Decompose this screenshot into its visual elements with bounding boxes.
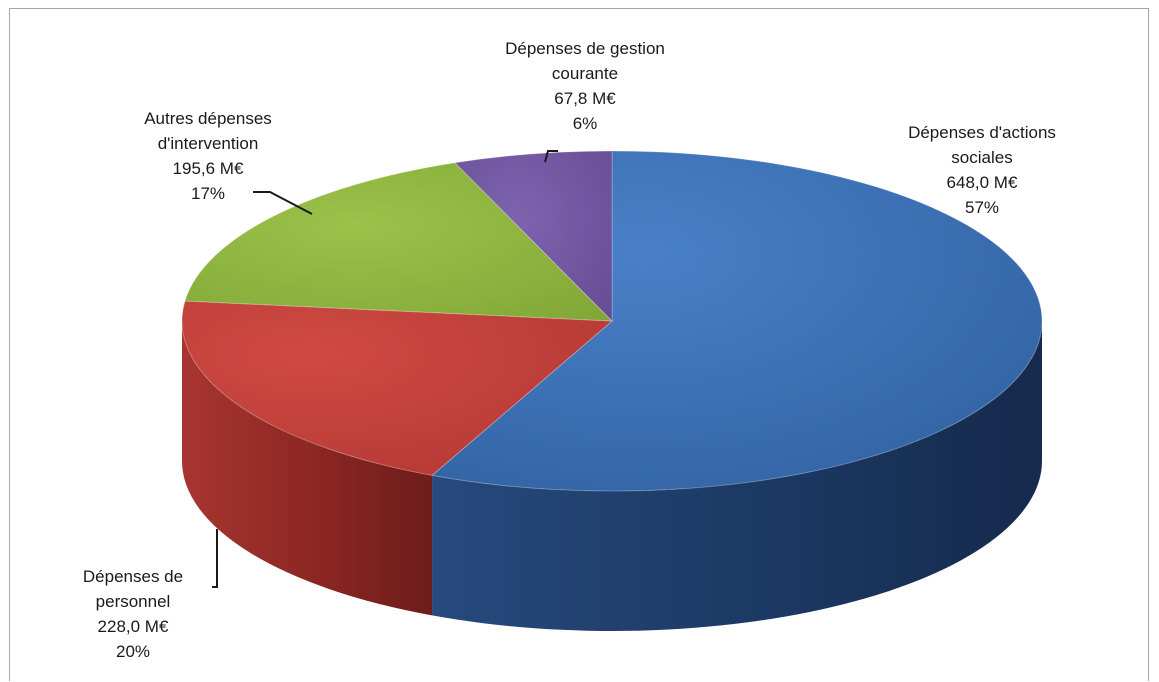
slice-percent-gestion-courante: 6% — [572, 114, 598, 133]
slice-label-autres-intervention-line2: d'intervention — [157, 134, 259, 153]
leader-line-gestion-courante — [544, 150, 558, 163]
slice-percent-autres-intervention: 17% — [190, 184, 226, 203]
slice-label-autres-intervention: Autres dépenses d'intervention 195,6 M€ … — [113, 106, 303, 206]
slice-label-gestion-courante-line1: Dépenses de gestion — [505, 39, 665, 58]
leader-line-autres-intervention — [253, 191, 313, 215]
pie-side-personnel — [182, 321, 433, 616]
slice-label-actions-sociales-line2: sociales — [951, 148, 1013, 167]
slice-label-personnel-line1: Dépenses de — [82, 567, 184, 586]
slice-label-gestion-courante: Dépenses de gestion courante 67,8 M€ 6% — [470, 36, 700, 136]
pie-slice-actions-sociales — [430, 150, 1043, 492]
slice-percent-actions-sociales: 57% — [964, 198, 1000, 217]
slice-value-actions-sociales: 648,0 M€ — [946, 173, 1018, 192]
slice-label-autres-intervention-line1: Autres dépenses — [144, 109, 272, 128]
slice-label-personnel: Dépenses de personnel 228,0 M€ 20% — [58, 564, 208, 664]
pie-side-actions-sociales — [432, 321, 1043, 631]
pie-slice-autres-intervention — [184, 162, 614, 322]
slice-label-personnel-line2: personnel — [95, 592, 171, 611]
slice-label-actions-sociales: Dépenses d'actions sociales 648,0 M€ 57% — [872, 120, 1092, 220]
slice-value-gestion-courante: 67,8 M€ — [554, 89, 616, 108]
slice-value-personnel: 228,0 M€ — [97, 617, 169, 636]
pie-slice-personnel — [181, 300, 614, 476]
slice-value-autres-intervention: 195,6 M€ — [172, 159, 244, 178]
slice-percent-personnel: 20% — [115, 642, 151, 661]
slice-label-actions-sociales-line1: Dépenses d'actions — [908, 123, 1056, 142]
slice-label-gestion-courante-line2: courante — [551, 64, 619, 83]
pie-slice-gestion-courante — [453, 150, 613, 323]
chart-frame: Dépenses d'actions sociales 648,0 M€ 57%… — [9, 8, 1149, 681]
pie-chart — [181, 150, 1043, 631]
leader-line-personnel — [212, 529, 218, 588]
